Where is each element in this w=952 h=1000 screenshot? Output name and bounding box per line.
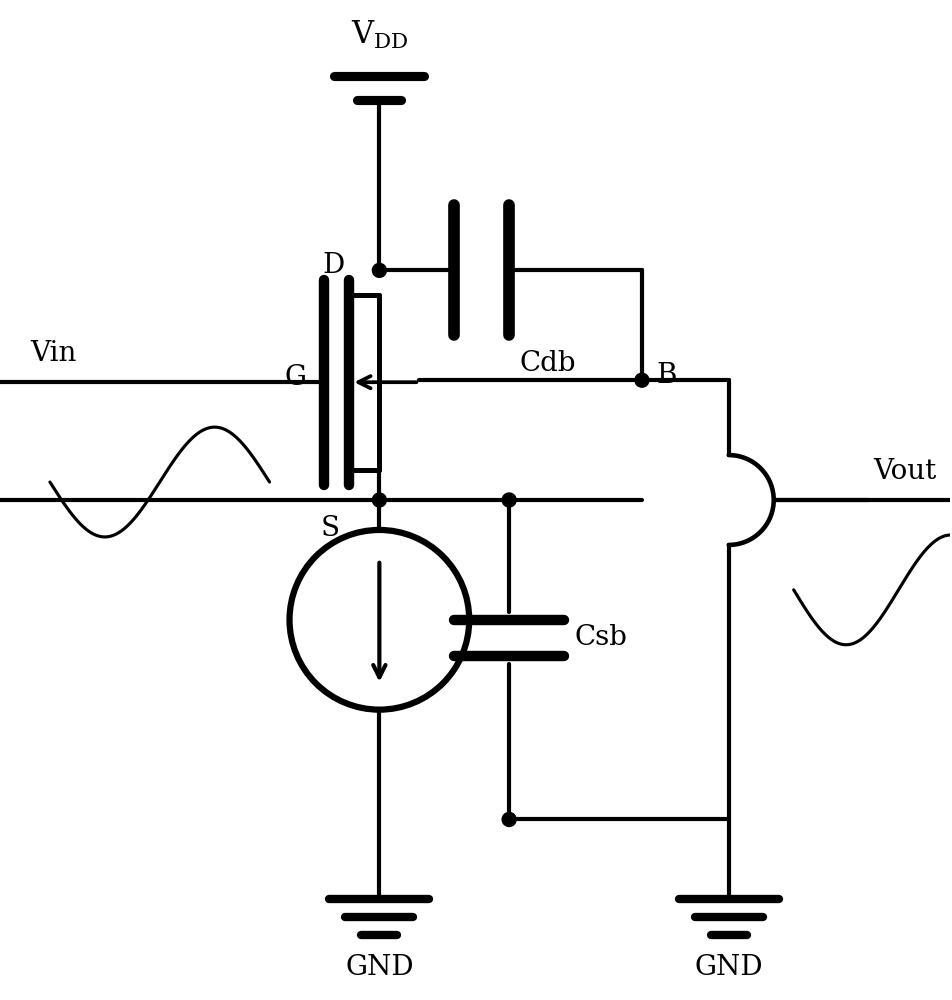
Text: Cdb: Cdb	[520, 350, 576, 377]
Text: Csb: Csb	[574, 624, 627, 651]
Text: Vout: Vout	[874, 458, 937, 485]
Text: G: G	[285, 364, 307, 391]
Circle shape	[502, 493, 516, 507]
Circle shape	[635, 373, 649, 387]
Text: D: D	[322, 252, 345, 279]
Text: GND: GND	[345, 954, 414, 981]
Text: GND: GND	[694, 954, 764, 981]
Circle shape	[372, 263, 387, 277]
Text: $\mathregular{V_{DD}}$: $\mathregular{V_{DD}}$	[350, 19, 408, 51]
Circle shape	[372, 493, 387, 507]
Text: B: B	[657, 362, 678, 389]
Circle shape	[502, 812, 516, 826]
Text: S: S	[321, 515, 340, 542]
Text: Vin: Vin	[30, 340, 76, 367]
